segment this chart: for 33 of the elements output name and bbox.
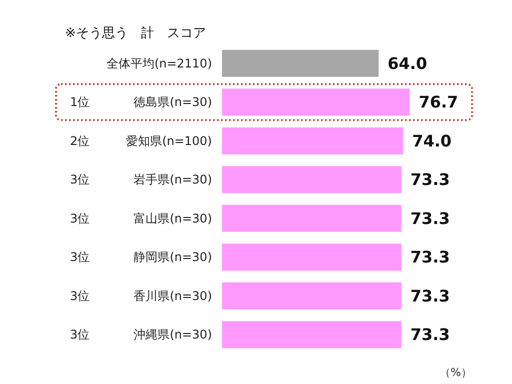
bar	[222, 204, 402, 232]
text: 1位	[70, 95, 90, 110]
x-axis-title: （%）	[440, 366, 472, 379]
data-label: 73.3	[410, 170, 450, 190]
bar	[222, 244, 402, 271]
bar	[222, 282, 402, 310]
y-tick-label: 富山県(n=30)	[134, 211, 212, 226]
data-label: 64.0	[388, 54, 428, 73]
bar	[222, 166, 402, 194]
y-tick-label: 沖縄県(n=30)	[134, 328, 212, 342]
y-tick-label: 愛知県(n=100)	[126, 134, 212, 148]
y-tick-label: 全体平均(n=2110)	[106, 56, 212, 70]
text: 3位	[70, 172, 90, 187]
text: 3位	[70, 288, 90, 303]
y-tick-label: 岩手県(n=30)	[134, 172, 212, 187]
data-label: 74.0	[412, 131, 452, 150]
bar	[222, 321, 402, 348]
data-label: 73.3	[410, 325, 450, 344]
y-tick-label: 徳島県(n=30)	[134, 95, 212, 110]
text: 3位	[70, 250, 90, 264]
bar	[222, 50, 379, 77]
data-label: 73.3	[410, 208, 450, 228]
bar	[222, 127, 404, 154]
y-tick-label: 香川県(n=30)	[134, 288, 212, 303]
data-label: 73.3	[410, 248, 450, 267]
text: 3位	[70, 211, 90, 226]
text: 3位	[70, 328, 90, 342]
bar	[222, 88, 410, 116]
text: 2位	[70, 134, 90, 148]
y-tick-label: 静岡県(n=30)	[134, 250, 212, 264]
data-label: 76.7	[418, 92, 458, 112]
chart-title: ※そう思う 計 スコア	[65, 26, 206, 41]
data-label: 73.3	[410, 286, 450, 306]
